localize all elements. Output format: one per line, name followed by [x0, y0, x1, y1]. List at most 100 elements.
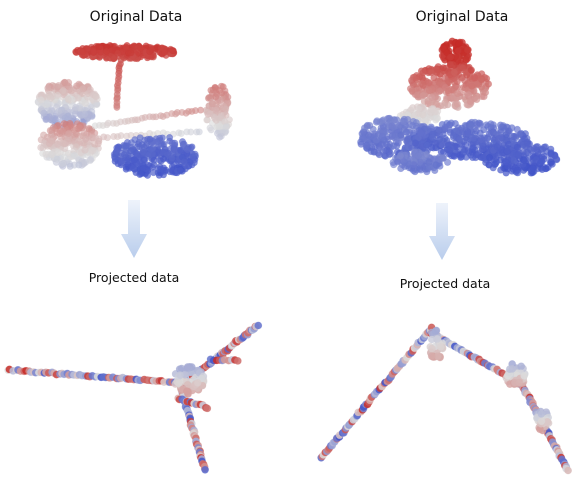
data-point	[515, 378, 524, 387]
data-point	[157, 44, 165, 52]
data-point	[42, 115, 50, 124]
data-point	[464, 91, 473, 99]
data-point	[481, 88, 490, 97]
data-point	[86, 86, 94, 94]
data-point	[136, 134, 144, 142]
data-point	[403, 137, 411, 145]
data-point	[424, 100, 432, 108]
data-point	[425, 78, 433, 87]
data-point	[514, 150, 522, 159]
data-point	[144, 161, 152, 169]
data-point	[517, 362, 526, 371]
data-point	[427, 352, 436, 361]
data-point	[419, 111, 427, 119]
data-point	[168, 154, 176, 162]
data-point	[159, 166, 167, 174]
data-point	[462, 55, 470, 64]
data-point	[222, 105, 230, 113]
data-point	[95, 43, 103, 51]
data-point	[174, 379, 183, 388]
data-point	[464, 147, 472, 155]
data-point	[128, 139, 136, 147]
data-point	[74, 94, 82, 102]
right-panel-subtitle: Projected data	[399, 276, 491, 291]
data-point	[389, 142, 398, 150]
data-point	[140, 156, 148, 164]
data-point	[435, 126, 443, 134]
data-point	[439, 44, 448, 52]
data-point	[206, 124, 214, 132]
data-point	[48, 150, 56, 158]
right-panel-title: Original Data	[415, 9, 509, 25]
data-point	[183, 363, 192, 371]
left-projected-point-cloud	[4, 321, 263, 474]
data-point	[189, 153, 197, 161]
data-point	[544, 163, 552, 171]
data-point	[445, 146, 453, 154]
data-point	[441, 123, 449, 131]
data-point	[187, 128, 195, 136]
data-point	[446, 53, 455, 61]
data-point	[59, 159, 67, 168]
data-point	[428, 93, 436, 102]
data-point	[216, 122, 224, 130]
data-point	[150, 169, 158, 177]
data-point	[378, 117, 386, 125]
data-point	[466, 97, 474, 106]
data-point	[147, 146, 155, 154]
data-point	[122, 43, 130, 51]
data-point	[538, 157, 546, 165]
data-point	[212, 106, 220, 114]
data-point	[485, 161, 493, 169]
data-point	[450, 68, 459, 76]
data-point	[72, 82, 81, 90]
data-point	[524, 140, 532, 148]
data-point	[54, 81, 63, 90]
data-point	[176, 371, 184, 379]
data-point	[168, 46, 176, 54]
data-point	[137, 170, 145, 178]
data-point	[370, 148, 378, 156]
data-point	[467, 66, 476, 74]
data-point	[495, 135, 503, 143]
data-point	[378, 141, 386, 149]
data-point	[510, 156, 518, 164]
data-point	[503, 147, 512, 155]
data-point	[110, 54, 118, 62]
data-point	[459, 64, 467, 72]
data-point	[444, 87, 453, 95]
right-down-arrow-icon	[429, 203, 455, 260]
data-point	[471, 74, 479, 82]
data-point	[144, 151, 152, 159]
data-point	[397, 131, 405, 139]
data-point	[43, 99, 52, 107]
data-point	[55, 107, 63, 115]
data-point	[66, 121, 75, 129]
data-point	[60, 153, 69, 161]
data-point	[429, 105, 437, 113]
data-point	[427, 335, 436, 344]
data-point	[182, 387, 191, 396]
data-point	[419, 69, 427, 77]
data-point	[146, 135, 154, 143]
data-point	[520, 156, 528, 164]
data-point	[203, 404, 212, 413]
data-point	[177, 146, 185, 154]
data-point	[414, 105, 423, 113]
data-point	[538, 165, 546, 173]
data-point	[454, 47, 462, 55]
data-point	[163, 151, 171, 159]
data-point	[479, 154, 487, 162]
data-point	[360, 124, 369, 132]
data-point	[485, 154, 494, 162]
data-point	[471, 130, 479, 138]
data-point	[410, 161, 418, 169]
data-point	[419, 91, 427, 100]
left-down-arrow-icon	[121, 200, 147, 258]
data-point	[529, 164, 537, 172]
left-panel-title: Original Data	[89, 9, 183, 25]
data-point	[379, 148, 387, 156]
data-point	[365, 131, 373, 139]
data-point	[122, 148, 130, 156]
data-point	[454, 89, 462, 98]
